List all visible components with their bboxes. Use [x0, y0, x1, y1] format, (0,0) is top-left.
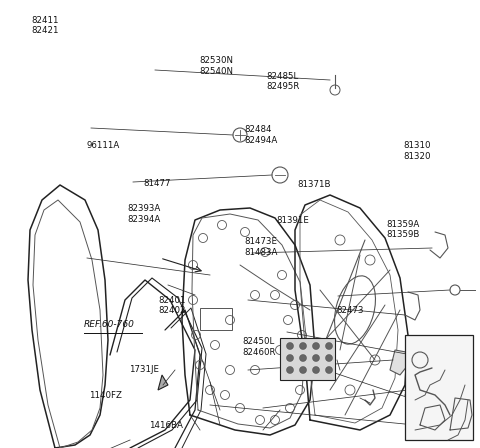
Circle shape: [312, 366, 320, 374]
Text: 82473: 82473: [336, 306, 363, 314]
Polygon shape: [390, 350, 408, 375]
Text: 82485L
82495R: 82485L 82495R: [266, 72, 300, 91]
Text: 82411
82421: 82411 82421: [32, 16, 60, 35]
Circle shape: [325, 354, 333, 362]
Text: 81391E: 81391E: [276, 216, 309, 225]
Text: 1731JE: 1731JE: [129, 365, 158, 374]
Text: 1416BA: 1416BA: [149, 421, 183, 430]
Text: 82401
82402: 82401 82402: [158, 296, 186, 315]
Circle shape: [312, 343, 320, 349]
Text: 1140FZ: 1140FZ: [89, 391, 121, 400]
Text: 81477: 81477: [143, 179, 170, 188]
Bar: [280, 338, 335, 380]
Polygon shape: [158, 375, 168, 390]
Text: 81310
81320: 81310 81320: [403, 141, 431, 161]
Circle shape: [300, 366, 307, 374]
Text: 81359A
81359B: 81359A 81359B: [386, 220, 420, 239]
Circle shape: [287, 354, 293, 362]
Text: 81371B: 81371B: [298, 180, 331, 189]
Text: 96111A: 96111A: [86, 141, 120, 150]
Text: 82484
82494A: 82484 82494A: [245, 125, 278, 145]
Circle shape: [300, 354, 307, 362]
Circle shape: [287, 343, 293, 349]
Circle shape: [300, 343, 307, 349]
Text: REF.60-760: REF.60-760: [84, 320, 135, 329]
Circle shape: [287, 366, 293, 374]
Text: 82393A
82394A: 82393A 82394A: [128, 204, 161, 224]
Bar: [200, 308, 232, 330]
Circle shape: [325, 343, 333, 349]
Bar: [405, 335, 473, 440]
Circle shape: [312, 354, 320, 362]
Text: 82450L
82460R: 82450L 82460R: [242, 337, 276, 357]
Circle shape: [325, 366, 333, 374]
Text: 82530N
82540N: 82530N 82540N: [199, 56, 233, 76]
Text: 81473E
81483A: 81473E 81483A: [245, 237, 278, 257]
